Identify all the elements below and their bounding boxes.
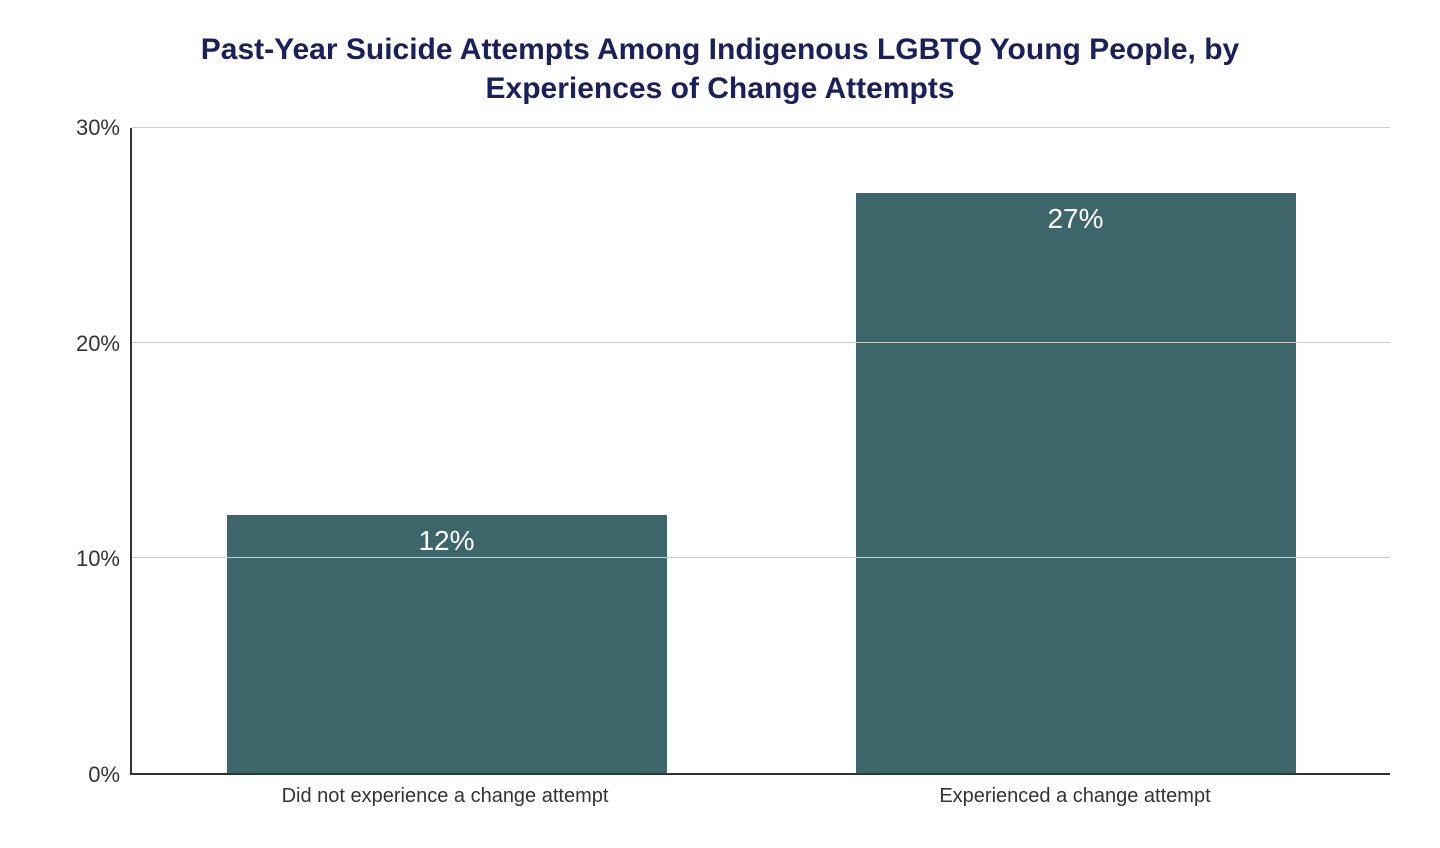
y-tick-label: 10% [76, 546, 120, 572]
gridline [132, 342, 1390, 343]
bar: 12% [227, 515, 667, 773]
grid-area: 12% 27% [130, 128, 1390, 775]
gridline [132, 127, 1390, 128]
x-axis: Did not experience a change attempt Exper… [130, 775, 1390, 808]
bar-slot: 27% [796, 128, 1356, 773]
bar-slot: 12% [167, 128, 727, 773]
plot-area: 0%10%20%30% 12%27% [50, 128, 1390, 775]
gridline [132, 557, 1390, 558]
bar-value-label: 27% [1047, 203, 1103, 235]
x-tick-label: Did not experience a change attempt [165, 785, 725, 808]
chart-title: Past-Year Suicide Attempts Among Indigen… [170, 30, 1270, 108]
x-tick-label: Experienced a change attempt [795, 785, 1355, 808]
chart-container: Past-Year Suicide Attempts Among Indigen… [0, 0, 1440, 848]
y-tick-label: 0% [88, 762, 120, 788]
bar: 27% [856, 193, 1296, 774]
bars-row: 12% 27% [132, 128, 1390, 773]
y-axis: 0%10%20%30% [50, 128, 130, 775]
bar-value-label: 12% [418, 525, 474, 557]
y-tick-label: 30% [76, 115, 120, 141]
y-tick-label: 20% [76, 331, 120, 357]
